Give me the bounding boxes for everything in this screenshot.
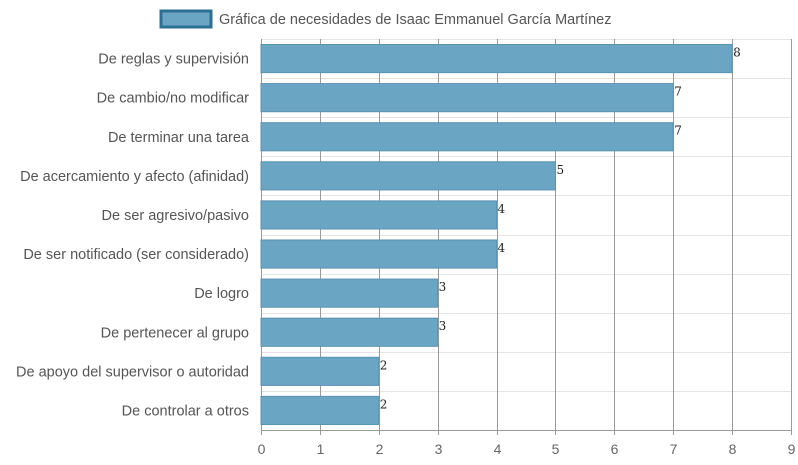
bar[interactable] (260, 395, 380, 426)
legend-swatch (159, 9, 213, 29)
data-label: 7 (674, 124, 682, 138)
x-tick-label: 4 (494, 441, 502, 457)
bar[interactable] (260, 83, 674, 113)
data-label: 2 (380, 358, 388, 372)
bar[interactable] (260, 161, 556, 191)
x-tick-label: 6 (611, 441, 619, 457)
bar[interactable] (260, 43, 733, 74)
category-label: De ser notificado (ser considerado) (23, 247, 249, 263)
category-label: De acercamiento y afecto (afinidad) (20, 169, 249, 185)
data-label: 2 (380, 397, 388, 411)
data-label: 4 (498, 202, 506, 216)
x-tick-label: 1 (317, 441, 325, 457)
x-tick-label: 3 (435, 441, 443, 457)
x-tick-label: 5 (552, 441, 560, 457)
category-label: De logro (194, 286, 249, 302)
bar[interactable] (260, 317, 439, 347)
data-label: 7 (674, 85, 682, 99)
data-label: 4 (498, 241, 506, 255)
bar[interactable] (260, 239, 498, 269)
category-label: De controlar a otros (122, 403, 249, 419)
x-tick-label: 0 (258, 441, 266, 457)
bar[interactable] (260, 122, 674, 152)
category-label: De pertenecer al grupo (101, 325, 249, 341)
category-label: De terminar una tarea (108, 130, 250, 146)
data-label: 3 (439, 280, 447, 294)
category-labels: De reglas y supervisión De cambio/no modi… (16, 52, 250, 420)
x-tick-label: 8 (729, 441, 737, 457)
data-label: 5 (556, 163, 564, 177)
category-label: De apoyo del supervisor o autoridad (16, 364, 249, 380)
legend-label: Gráfica de necesidades de Isaac Emmanuel… (219, 12, 612, 28)
value-labels: 8 7 7 5 4 4 3 3 2 2 (380, 45, 741, 411)
bar[interactable] (260, 356, 380, 386)
data-label: 8 (733, 45, 741, 59)
bars (260, 43, 733, 426)
data-label: 3 (439, 319, 447, 333)
bar[interactable] (260, 278, 439, 308)
category-label: De cambio/no modificar (97, 91, 249, 107)
x-tick-label: 2 (376, 441, 384, 457)
category-label: De reglas y supervisión (98, 52, 249, 68)
x-tick-label: 7 (670, 441, 678, 457)
legend[interactable]: Gráfica de necesidades de Isaac Emmanuel… (159, 9, 612, 29)
bar[interactable] (260, 200, 498, 230)
x-tick-label: 9 (788, 441, 796, 457)
category-label: De ser agresivo/pasivo (102, 208, 250, 224)
x-axis-ticks: 0 1 2 3 4 5 6 7 8 9 (258, 441, 796, 457)
